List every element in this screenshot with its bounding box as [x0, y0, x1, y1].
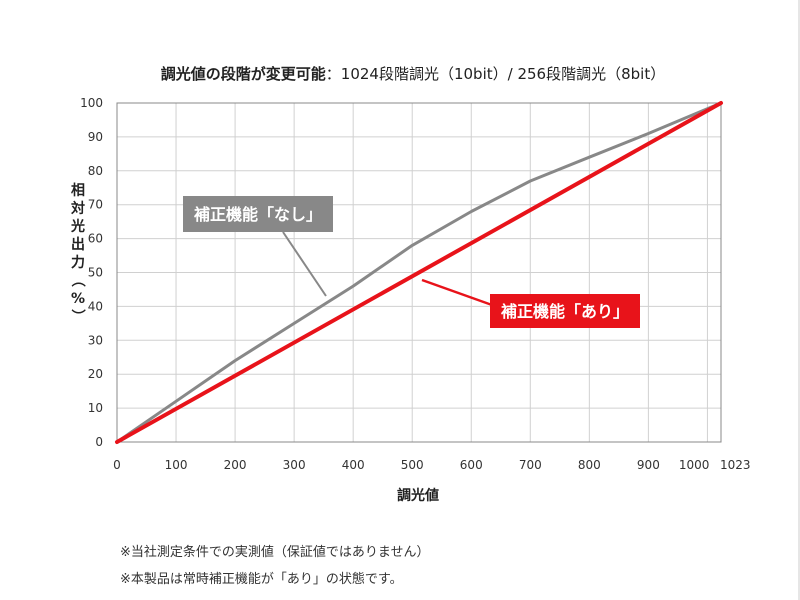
y-axis-label-char: ） [69, 309, 85, 323]
x-tick-label: 800 [578, 458, 601, 472]
note-measurement: ※当社測定条件での実測値（保証値ではありません） [120, 545, 430, 560]
y-tick-label: 10 [88, 401, 103, 415]
x-tick-label: 200 [224, 458, 247, 472]
x-tick-label: 1023 [720, 458, 751, 472]
y-tick-label: 30 [88, 333, 103, 347]
y-axis-label-char: 光 [70, 218, 85, 235]
y-axis-label-char: 力 [71, 254, 85, 271]
callout-box-with-correction [490, 294, 640, 328]
y-axis-label-char: % [71, 291, 85, 307]
y-axis-label-char: 対 [70, 200, 85, 217]
x-tick-label: 900 [637, 458, 660, 472]
x-tick-label: 400 [342, 458, 365, 472]
x-tick-label: 500 [401, 458, 424, 472]
callout-label-without-correction: 補正機能「なし」 [193, 205, 322, 224]
chart-title: 調光値の段階が変更可能：1024段階調光（10bit）/ 256段階調光（8bi… [161, 65, 665, 83]
chart-title-rest: ：1024段階調光（10bit）/ 256段階調光（8bit） [326, 65, 665, 83]
x-tick-label: 100 [165, 458, 188, 472]
callout-leader-without-correction [282, 231, 327, 297]
x-tick-label: 1000 [679, 458, 710, 472]
x-tick-label: 600 [460, 458, 483, 472]
note-product: ※本製品は常時補正機能が「あり」の状態です。 [120, 572, 403, 587]
y-axis-label-char: 出 [71, 236, 85, 253]
y-tick-label: 50 [88, 266, 103, 280]
series-lines [115, 101, 723, 444]
callout-leader-with-correction [421, 278, 493, 307]
callout-label-with-correction: 補正機能「あり」 [500, 302, 629, 321]
right-edge-divider [798, 0, 800, 600]
y-tick-label: 20 [88, 367, 103, 381]
chart-title-bold: 調光値の段階が変更可能 [161, 65, 326, 83]
y-tick-label: 60 [88, 232, 103, 246]
y-tick-label: 0 [95, 435, 103, 449]
y-axis-label-char: （ [69, 273, 85, 287]
y-tick-label: 90 [88, 130, 103, 144]
y-tick-label: 40 [88, 299, 103, 313]
x-tick-label: 700 [519, 458, 542, 472]
x-tick-label: 300 [283, 458, 306, 472]
y-tick-labels: 0 10 20 30 40 50 60 70 80 90 100 [80, 96, 103, 449]
y-tick-label: 80 [88, 164, 103, 178]
series-line-with-correction [115, 101, 723, 444]
y-axis-label-char: 相 [71, 182, 85, 199]
y-tick-label: 70 [88, 198, 103, 212]
x-tick-label: 0 [113, 458, 121, 472]
x-axis-label: 調光値 [397, 487, 439, 504]
x-tick-labels: 0 100 200 300 400 500 600 700 800 900 1000 1023 [113, 458, 750, 472]
series-line-without-correction [115, 101, 723, 444]
plot-frame [116, 102, 722, 443]
callout-box-without-correction [183, 196, 333, 232]
y-tick-label: 100 [80, 96, 103, 110]
callouts: 補正機能「なし」補正機能「あり」 [183, 196, 640, 328]
